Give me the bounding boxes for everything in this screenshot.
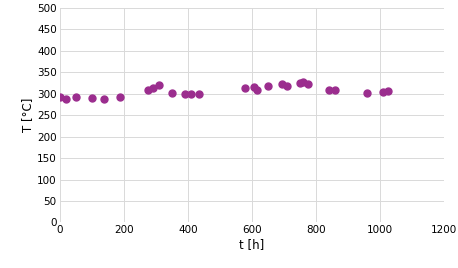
Point [144,88,151,92]
Point [149,86,156,90]
Point [296,81,304,85]
Point [250,85,257,90]
Point [88,95,95,100]
Point [264,84,272,88]
Point [195,92,202,96]
Point [72,95,79,99]
Point [304,82,311,86]
Point [56,95,63,99]
Point [117,95,124,99]
Point [284,84,291,88]
Point [155,83,163,87]
Point [253,87,260,92]
Point [300,80,307,84]
Point [325,87,333,92]
Point [278,82,286,86]
Point [385,89,392,93]
X-axis label: t [h]: t [h] [239,238,265,251]
Point [101,97,108,102]
Point [187,92,195,96]
Point [62,97,70,101]
Point [332,88,339,92]
Point [380,90,387,94]
Point [181,92,188,96]
Point [364,90,371,95]
Point [242,86,249,90]
Y-axis label: T [°C]: T [°C] [21,98,34,132]
Point [168,90,175,95]
